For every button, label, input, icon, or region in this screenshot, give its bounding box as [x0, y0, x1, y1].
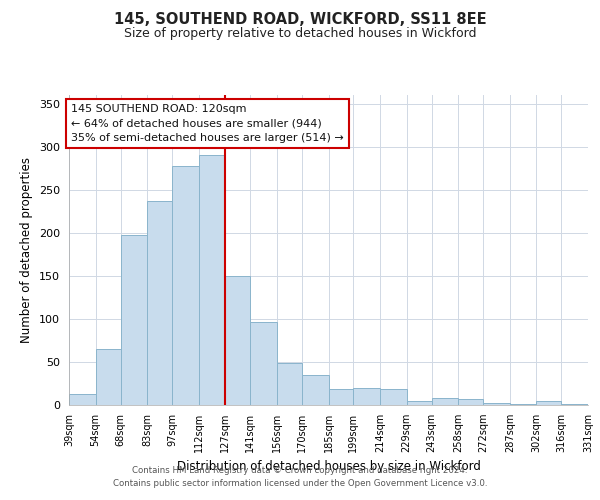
Bar	[431, 398, 458, 405]
Text: Contains HM Land Registry data © Crown copyright and database right 2024.
Contai: Contains HM Land Registry data © Crown c…	[113, 466, 487, 487]
Text: 145, SOUTHEND ROAD, WICKFORD, SS11 8EE: 145, SOUTHEND ROAD, WICKFORD, SS11 8EE	[113, 12, 487, 28]
Bar	[277, 363, 302, 405]
Bar	[69, 394, 95, 405]
Bar	[250, 322, 277, 405]
Bar	[329, 388, 353, 405]
Bar	[121, 234, 147, 405]
Bar	[199, 156, 226, 405]
Text: 145 SOUTHEND ROAD: 120sqm
← 64% of detached houses are smaller (944)
35% of semi: 145 SOUTHEND ROAD: 120sqm ← 64% of detac…	[71, 104, 344, 143]
Bar	[562, 404, 588, 405]
Bar	[510, 404, 536, 405]
Bar	[536, 400, 562, 405]
Bar	[483, 404, 510, 405]
Bar	[380, 388, 407, 405]
Bar	[95, 349, 121, 405]
Bar	[147, 201, 172, 405]
Bar	[226, 276, 250, 405]
Bar	[458, 399, 483, 405]
Bar	[407, 400, 431, 405]
Bar	[172, 166, 199, 405]
Text: Size of property relative to detached houses in Wickford: Size of property relative to detached ho…	[124, 28, 476, 40]
Bar	[302, 375, 329, 405]
Y-axis label: Number of detached properties: Number of detached properties	[20, 157, 33, 343]
Bar	[353, 388, 380, 405]
X-axis label: Distribution of detached houses by size in Wickford: Distribution of detached houses by size …	[176, 460, 481, 473]
